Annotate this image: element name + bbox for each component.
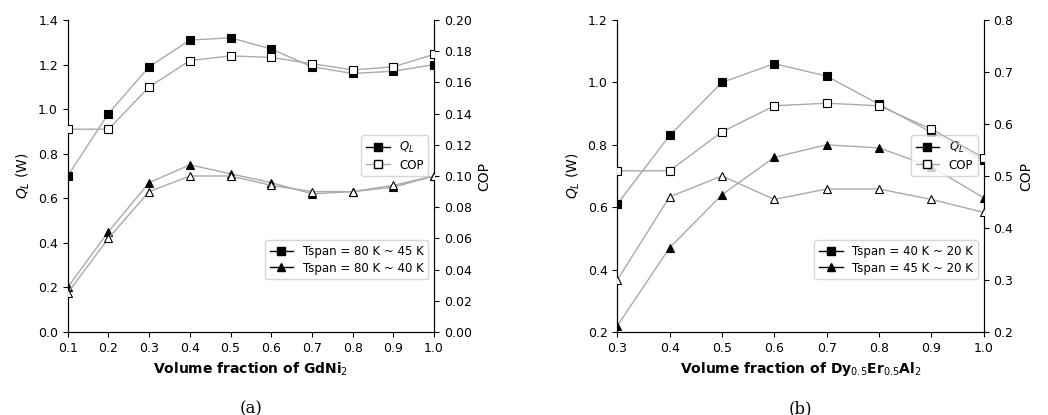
Legend: Tspan = 80 K ~ 45 K, Tspan = 80 K ~ 40 K: Tspan = 80 K ~ 45 K, Tspan = 80 K ~ 40 K xyxy=(265,240,429,279)
Text: (b): (b) xyxy=(789,400,812,415)
Y-axis label: COP: COP xyxy=(478,161,492,190)
X-axis label: Volume fraction of Dy$_{0.5}$Er$_{0.5}$Al$_2$: Volume fraction of Dy$_{0.5}$Er$_{0.5}$A… xyxy=(679,360,921,378)
Y-axis label: $Q_L$ (W): $Q_L$ (W) xyxy=(15,153,32,199)
X-axis label: Volume fraction of GdNi$_2$: Volume fraction of GdNi$_2$ xyxy=(153,360,348,378)
Y-axis label: COP: COP xyxy=(1019,161,1033,190)
Text: (a): (a) xyxy=(239,400,262,415)
Legend: Tspan = 40 K ~ 20 K, Tspan = 45 K ~ 20 K: Tspan = 40 K ~ 20 K, Tspan = 45 K ~ 20 K xyxy=(814,240,978,279)
Y-axis label: $Q_L$ (W): $Q_L$ (W) xyxy=(565,153,582,199)
